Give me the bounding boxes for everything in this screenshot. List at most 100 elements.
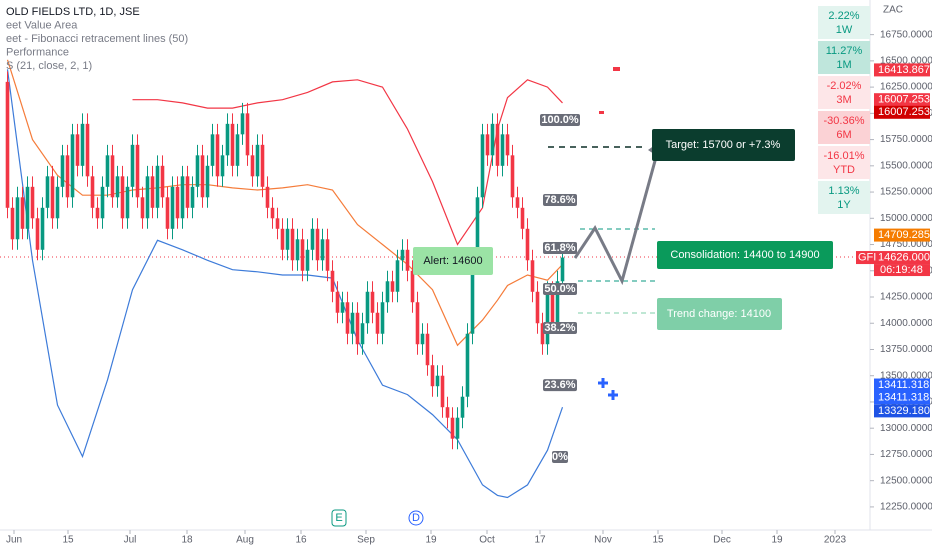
candle-body [535,291,540,324]
performance-cell [818,6,870,39]
candle-body [100,186,105,219]
candle-body [45,176,50,208]
y-tick-label: 14750.0000 [880,239,932,250]
candle-body [255,144,260,177]
y-tick-label: 13000.0000 [880,423,932,434]
candle-body [145,176,150,219]
candle-body [395,260,400,292]
x-tick-label: 18 [181,535,193,546]
candle-body [115,176,120,198]
candle-body [175,186,180,219]
x-tick-label: 2023 [824,535,847,546]
candle-body [430,365,435,387]
candle-body [540,323,545,345]
candle-body [270,207,275,219]
performance-period: 3M [836,94,851,106]
candle-body [230,123,235,166]
candle-body [550,291,555,324]
performance-cell [818,76,870,109]
candle-body [40,207,45,250]
candle-body [50,176,55,219]
candle-body [445,407,450,418]
candle-body [405,249,410,271]
band-upper [132,79,563,246]
performance-period: 1W [836,24,853,36]
candle-body [170,186,175,229]
marker [613,67,620,71]
candle-body [325,239,330,271]
candle-body [120,176,125,219]
countdown: 06:19:48 [880,264,923,276]
performance-value: -16.01% [824,150,865,162]
y-tick-label: 12500.0000 [880,475,932,486]
candle-body [440,375,445,408]
performance-cell [818,146,870,179]
candle-body [460,396,465,418]
alert-box [413,247,493,275]
fib-label-bg [543,321,577,334]
y-tick-label: 12750.0000 [880,449,932,460]
trend-text: Trend change: 14100 [667,308,771,320]
candle-body [260,144,265,187]
price-label-bg [874,93,930,107]
candle-body [285,228,290,250]
y-tick-label: 14000.0000 [880,318,932,329]
performance-value: -30.36% [824,115,865,127]
x-tick-label: 17 [534,535,546,546]
candle-body [425,333,430,366]
candle-body [355,312,360,345]
price-label: 14626.0000 [878,251,932,263]
candle-body [345,302,350,334]
candle-body [305,249,310,271]
candle-body [70,134,75,198]
candle-body [390,281,395,292]
symbol-tag-bg [856,251,874,265]
candle-body [375,312,380,334]
candle-body [90,176,95,208]
candle-body [315,228,320,261]
candle-body [200,155,205,198]
x-tick-label: Jul [124,535,137,546]
y-tick-label: 16750.0000 [880,29,932,40]
candle-body [20,197,25,229]
trend-box [657,298,782,330]
legend-line: S (21, close, 2, 1) [6,60,92,72]
candle-body [490,123,495,156]
x-tick-label: Dec [713,535,731,546]
performance-cell [818,41,870,74]
price-label-bg [874,378,930,392]
candle-body [35,218,40,250]
candle-body [365,291,370,324]
candle-body [360,323,365,345]
candle-body [240,113,245,135]
y-tick-label: 16500.0000 [880,56,932,67]
y-tick-label: 13750.0000 [880,344,932,355]
candle-body [125,186,130,219]
target-text: Target: 15700 or +7.3% [666,139,781,151]
performance-value: 1.13% [828,185,859,197]
candle-body [30,186,35,219]
candle-body [300,239,305,271]
candle-body [95,207,100,219]
fib-label: 50.0% [544,283,575,295]
x-tick-label: Jun [6,535,22,546]
candle-body [340,302,345,313]
candle-body [265,186,270,208]
candle-body [180,176,185,219]
price-label-bg [874,105,930,119]
candle-body [485,134,490,156]
fib-label-bg [543,241,577,254]
consolidation-box [657,241,833,269]
y-tick-label: 14250.0000 [880,292,932,303]
x-tick-label: Sep [357,535,375,546]
candle-body [205,165,210,198]
price-label-bg [874,404,930,418]
target-box [652,129,795,161]
candle-body [380,302,385,334]
candle-body [280,228,285,250]
candle-body [25,186,30,229]
performance-period: 1M [836,59,851,71]
fib-label-bg [552,450,568,463]
fib-label: 100.0% [541,114,579,126]
